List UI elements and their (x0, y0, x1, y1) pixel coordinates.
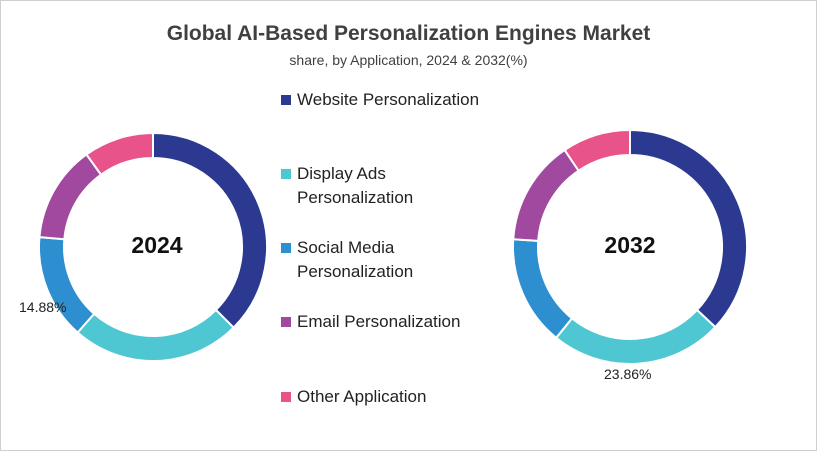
legend-label-other: Other Application (297, 387, 427, 406)
legend-swatch-email (281, 317, 291, 327)
donut-slice-2032-website (629, 128, 748, 329)
donut-slice-2024-email (38, 153, 103, 241)
donut-slice-2024-display-ads (76, 308, 236, 362)
donut-slice-2024-website (152, 131, 268, 330)
legend-swatch-website (281, 95, 291, 105)
legend-swatch-other (281, 392, 291, 402)
donut-slice-2032-social-media (512, 238, 574, 340)
donut-slice-2024-other (85, 131, 154, 177)
legend-swatch-social-media (281, 243, 291, 253)
donut-center-label-2024: 2024 (131, 232, 183, 258)
legend-swatch-display-ads (281, 169, 291, 179)
legend-label-display-ads: Display Ads Personalization (297, 164, 414, 207)
chart-title: Global AI-Based Personalization Engines … (166, 22, 651, 45)
chart-subtitle: share, by Application, 2024 & 2032(%) (289, 52, 528, 68)
data-label-2024-social-media: 14.88% (19, 299, 67, 315)
donut-slice-2024-social-media (38, 236, 96, 334)
donut-center-label-2032: 2032 (604, 232, 656, 258)
donut-slice-2032-display-ads (554, 308, 717, 365)
legend-label-social-media: Social Media Personalization (297, 238, 414, 281)
legend-label-email: Email Personalization (297, 312, 461, 331)
donut-slice-2032-other (563, 128, 631, 173)
donut-slice-2032-email (512, 148, 580, 242)
legend-label-website: Website Personalization (297, 90, 480, 109)
data-label-2032-display-ads: 23.86% (604, 366, 652, 382)
